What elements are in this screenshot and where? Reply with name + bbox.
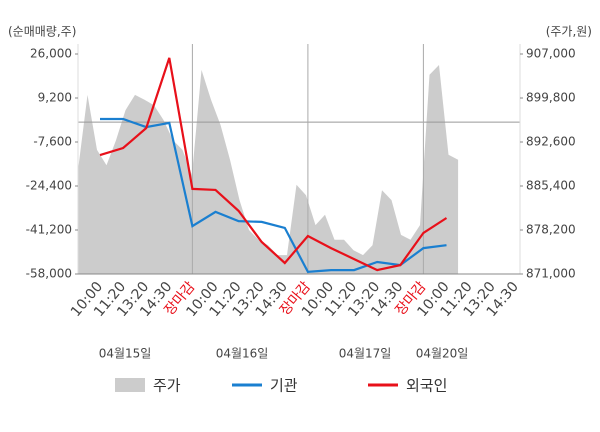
y2-tick-label: 899,800 bbox=[526, 91, 576, 105]
y2-tick-label: 892,600 bbox=[526, 135, 576, 149]
series-line bbox=[100, 117, 447, 274]
date-label: 04월17일 bbox=[339, 347, 392, 361]
y-tick-label: -24,400 bbox=[26, 179, 72, 193]
y-axis-label: (순매매량,주) bbox=[8, 25, 76, 39]
y2-tick-label: 871,000 bbox=[526, 267, 576, 281]
y2-tick-label: 907,000 bbox=[526, 47, 576, 61]
legend-label: 외국인 bbox=[406, 377, 447, 395]
y2-axis-label: (주가,원) bbox=[546, 25, 592, 39]
y2-tick-label: 885,400 bbox=[526, 179, 576, 193]
y-tick-label: -58,000 bbox=[26, 267, 72, 281]
y-tick-label: -7,600 bbox=[33, 135, 72, 149]
y-tick-label: 26,000 bbox=[30, 47, 72, 61]
series-line bbox=[99, 57, 448, 272]
y2-tick-label: 878,200 bbox=[526, 223, 576, 237]
date-label: 04월15일 bbox=[99, 347, 152, 361]
legend-swatch bbox=[115, 378, 145, 392]
date-label: 04월16일 bbox=[216, 347, 269, 361]
y-tick-label: 9,200 bbox=[38, 91, 72, 105]
legend-label: 주가 bbox=[153, 377, 181, 395]
date-label: 04월20일 bbox=[416, 347, 469, 361]
y-tick-label: -41,200 bbox=[26, 223, 72, 237]
price-area bbox=[78, 65, 459, 274]
legend-label: 기관 bbox=[270, 377, 298, 395]
